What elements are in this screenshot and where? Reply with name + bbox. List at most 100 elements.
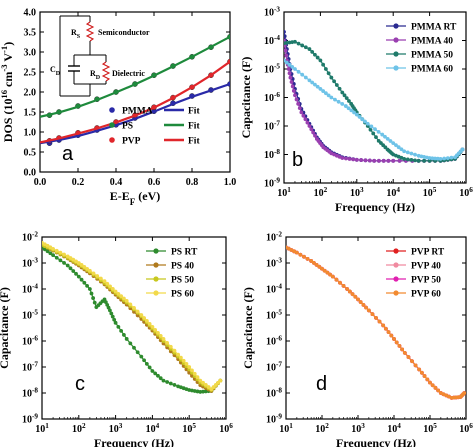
data-point [122,333,126,337]
data-point [328,272,333,277]
data-point [287,71,292,76]
data-point [449,155,454,160]
data-point [330,274,335,279]
legend-label: Fit [188,122,200,132]
data-point [98,276,103,281]
data-point [132,306,136,310]
data-point [361,302,366,307]
data-point [391,158,396,163]
data-point [315,84,320,89]
legend: PVP RT PVP 40 PVP 50 PVP 60 [386,248,445,300]
data-point [82,265,87,269]
data-point [195,375,200,380]
data-point [405,157,410,162]
data-point [396,145,401,150]
plot-frame [41,236,227,420]
legend-label: Fit [188,137,200,147]
legend: PMMA Fit PS Fit PVP Fit [109,107,200,147]
legend-label: PMMA 50 [411,51,453,61]
x-tick-label: 103 [351,422,365,435]
data-point [119,294,124,299]
data-point [299,110,304,115]
data-point [108,284,112,289]
data-point [168,381,173,386]
data-point [65,263,70,268]
legend-label: PVP 50 [411,276,441,286]
data-point [293,39,297,44]
x-tick-label: 106 [459,186,473,199]
data-point [357,115,362,119]
legend-label: PMMA 60 [411,65,453,75]
y-tick-label: 0.5 [24,148,37,159]
x-tick-label: 103 [109,422,123,435]
data-point [417,367,422,372]
legend-marker [393,37,399,43]
data-point [365,121,370,126]
data-point [296,101,301,106]
panel-letter: b [292,149,303,171]
y-tick-label: 10-4 [266,283,282,296]
y-tick-label: 2.5 [24,68,37,79]
y-axis-title: DOS (1016 cm-3 V-1) [0,42,15,142]
data-point [298,252,303,257]
data-point [311,260,316,265]
data-point [161,337,166,341]
data-point [410,359,414,364]
data-point [347,157,352,161]
data-point [321,89,326,93]
data-point [156,373,160,378]
data-point [45,249,50,254]
x-tick-label: 106 [459,422,473,435]
data-point [48,245,53,250]
legend-label: PS 50 [171,276,194,286]
data-point [153,327,158,332]
data-point [284,60,289,65]
data-point [435,156,440,161]
x-tick-label: 0.8 [186,177,199,188]
data-point [147,321,152,326]
data-point [42,247,47,252]
data-point [351,157,356,162]
data-point [360,117,365,122]
data-point [310,80,315,85]
data-point [371,131,376,136]
data-point [349,108,354,113]
data-point [158,334,163,338]
data-point [344,96,349,101]
circuit-inset: RS Semiconductor CD RD Dielectric [50,15,150,97]
data-point [341,283,346,288]
data-point [383,134,387,139]
data-point [370,312,375,317]
data-point [144,361,149,366]
data-point [201,380,205,385]
y-tick-label: 10-7 [264,120,280,133]
data-point [58,258,63,263]
data-point [142,316,146,320]
legend-label: PS RT [171,248,198,258]
data-point [368,127,373,132]
legend-marker [393,276,399,282]
data-point [91,271,96,276]
data-point [317,264,322,269]
data-point [150,369,155,373]
data-point [92,300,97,305]
data-point [187,370,192,375]
chart-panel-b: 101 102 103 104 105 106 10-9 10-8 10-7 10-6 10-5 10… [239,6,473,215]
x-tick-label: 104 [387,422,401,435]
x-tick-label: 106 [219,422,233,435]
data-point [372,158,377,163]
data-point [307,78,312,83]
data-point [427,158,432,163]
data-point [296,41,301,46]
data-point [293,67,297,71]
y-tick-label: 10-9 [264,177,280,190]
data-point [416,158,421,163]
data-point [303,75,308,80]
data-point [352,110,356,115]
data-point [303,45,308,50]
data-point [309,259,314,263]
legend-marker [153,248,159,254]
data-point [305,256,310,261]
x-tick-label: 0.0 [34,177,47,188]
